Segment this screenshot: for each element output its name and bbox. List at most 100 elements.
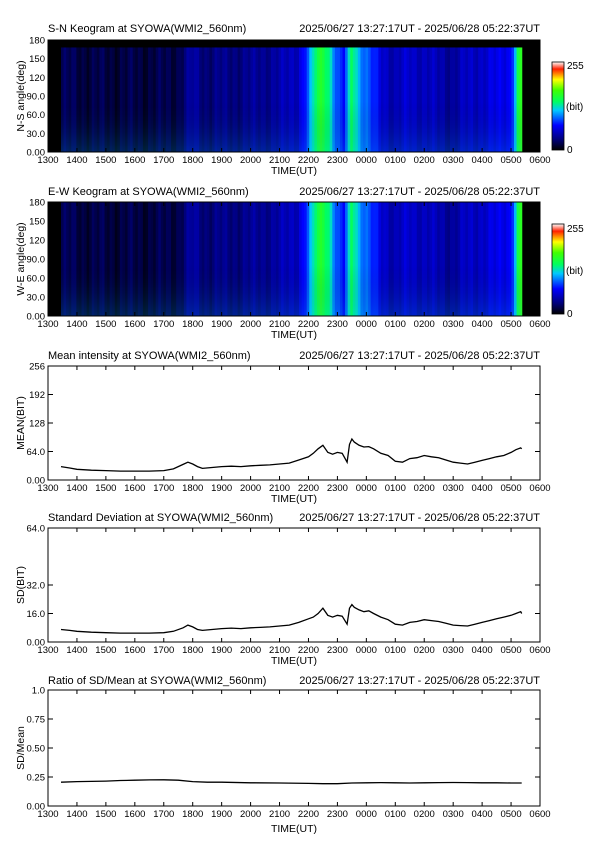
ratio-x-tick-label: 2200 — [298, 809, 319, 820]
sd-x-tick-label: 0000 — [356, 645, 377, 656]
sd-y-ticks: 0.00 16.0 32.0 64.0 — [27, 524, 540, 649]
sn-keogram-x-tick-label: 0500 — [500, 155, 521, 166]
ratio-x-tick-label: 1400 — [66, 809, 87, 820]
sn-keogram-shading — [61, 40, 522, 152]
mean-series-line — [60, 437, 523, 472]
mean-x-tick-label: 2300 — [327, 483, 348, 494]
ew-keogram-x-tick-label: 1800 — [182, 319, 203, 330]
sn-keogram-y-tick-label: 60.0 — [27, 110, 46, 121]
sd-panel: Standard Deviation at SYOWA(WMI2_560nm) … — [15, 512, 551, 667]
ew-keogram-x-tick-label: 0500 — [500, 319, 521, 330]
ratio-y-tick-label: 0.25 — [27, 773, 46, 784]
sn-keogram-x-tick-label: 1400 — [66, 155, 87, 166]
sn-keogram-ylabel: N-S angle(deg) — [15, 60, 27, 131]
ew-keogram-x-tick-label: 1500 — [95, 319, 116, 330]
sn-keogram-x-tick-label: 1300 — [37, 155, 58, 166]
mean-x-tick-label: 1300 — [37, 483, 58, 494]
ratio-x-tick-label: 1800 — [182, 809, 203, 820]
sn-keogram-x-tick-label: 1800 — [182, 155, 203, 166]
sd-x-tick-label: 2100 — [269, 645, 290, 656]
ratio-x-tick-label: 1700 — [153, 809, 174, 820]
ew-keogram-x-tick-label: 1600 — [124, 319, 145, 330]
sn-keogram-y-tick-label: 150 — [29, 54, 45, 65]
ratio-y-tick-label: 0.75 — [27, 715, 46, 726]
sn-keogram-x-tick-label: 2200 — [298, 155, 319, 166]
ew-keogram-y-tick-label: 180 — [29, 198, 45, 209]
sd-x-tick-label: 1900 — [211, 645, 232, 656]
mean-x-tick-label: 2200 — [298, 483, 319, 494]
mean-ylabel: MEAN(BIT) — [15, 396, 27, 450]
sn-keogram-x-tick-label: 2100 — [269, 155, 290, 166]
ew-keogram-time-range: 2025/06/27 13:27:17UT - 2025/06/28 05:22… — [299, 186, 540, 198]
mean-x-tick-label: 1400 — [66, 483, 87, 494]
mean-x-tick-label: 2100 — [269, 483, 290, 494]
sn-keogram-x-tick-label: 0100 — [385, 155, 406, 166]
ratio-y-tick-label: 1.0 — [32, 686, 45, 697]
ew-keogram-panel: E-W Keogram at SYOWA(WMI2_560nm) 2025/06… — [15, 186, 584, 341]
sn-colorbar-scale — [551, 61, 565, 151]
mean-x-tick-label: 0300 — [443, 483, 464, 494]
mean-frame — [47, 365, 541, 481]
ratio-frame — [47, 689, 541, 807]
sd-x-tick-label: 1500 — [95, 645, 116, 656]
ew-keogram-x-tick-label: 1300 — [37, 319, 58, 330]
sd-series-line — [60, 603, 523, 634]
sd-x-tick-label: 1600 — [124, 645, 145, 656]
ew-keogram-x-ticks: 1300 1400 1500 1600 1700 1800 1900 2000 2100 2200… — [37, 202, 551, 330]
ew-keogram-xlabel: TIME(UT) — [271, 329, 317, 341]
ew-colorbar-scale — [551, 223, 565, 315]
sn-keogram-y-tick-label: 90.0 — [27, 92, 46, 103]
ew-keogram-x-tick-label: 0400 — [472, 319, 493, 330]
sn-keogram-y-tick-label: 120 — [29, 73, 45, 84]
sd-xlabel: TIME(UT) — [271, 655, 317, 667]
mean-x-tick-label: 1800 — [182, 483, 203, 494]
ew-keogram-y-ticks: 0.00 30.0 60.0 90.0 120 150 180 — [27, 198, 540, 323]
ew-keogram-x-tick-label: 0100 — [385, 319, 406, 330]
sd-x-tick-label: 2300 — [327, 645, 348, 656]
ew-keogram-x-tick-label: 1400 — [66, 319, 87, 330]
mean-x-tick-label: 0500 — [500, 483, 521, 494]
ew-keogram-x-tick-label: 2300 — [327, 319, 348, 330]
ratio-y-tick-label: 0.50 — [27, 744, 46, 755]
sn-keogram-x-tick-label: 1600 — [124, 155, 145, 166]
sd-frame — [47, 527, 541, 643]
sn-keogram-x-tick-label: 0000 — [356, 155, 377, 166]
ratio-x-tick-label: 0300 — [443, 809, 464, 820]
ew-keogram-y-tick-label: 0.00 — [27, 312, 46, 323]
sd-x-tick-label: 0600 — [529, 645, 550, 656]
sn-keogram-x-tick-label: 2300 — [327, 155, 348, 166]
sn-keogram-x-tick-label: 1900 — [211, 155, 232, 166]
sn-keogram-x-tick-label: 1700 — [153, 155, 174, 166]
ew-keogram-x-tick-label: 0600 — [529, 319, 550, 330]
ratio-x-tick-label: 1300 — [37, 809, 58, 820]
sn-keogram-x-tick-label: 0200 — [414, 155, 435, 166]
ratio-x-tick-label: 0100 — [385, 809, 406, 820]
sd-title: Standard Deviation at SYOWA(WMI2_560nm) — [48, 512, 273, 524]
sn-colorbar: 255 (bit) 0 — [551, 61, 584, 156]
ew-keogram-y-tick-label: 30.0 — [27, 293, 46, 304]
ratio-y-tick-label: 0.00 — [27, 802, 46, 813]
sn-keogram-y-ticks: 0.00 30.0 60.0 90.0 120 150 180 — [27, 36, 540, 159]
ratio-title: Ratio of SD/Mean at SYOWA(WMI2_560nm) — [48, 675, 266, 687]
ew-keogram-y-tick-label: 120 — [29, 236, 45, 247]
ratio-x-tick-label: 1500 — [95, 809, 116, 820]
mean-y-tick-label: 256 — [29, 362, 45, 373]
ew-keogram-x-tick-label: 0000 — [356, 319, 377, 330]
sn-keogram-image — [48, 40, 540, 152]
mean-x-tick-label: 0200 — [414, 483, 435, 494]
ew-keogram-x-tick-label: 2200 — [298, 319, 319, 330]
ew-keogram-y-tick-label: 90.0 — [27, 255, 46, 266]
mean-title: Mean intensity at SYOWA(WMI2_560nm) — [48, 350, 251, 362]
ew-keogram-x-tick-label: 2000 — [240, 319, 261, 330]
mean-x-tick-label: 0400 — [472, 483, 493, 494]
sn-keogram-y-tick-label: 180 — [29, 36, 45, 47]
sd-y-tick-label: 64.0 — [27, 524, 46, 535]
ew-colorbar: 255 (bit) 0 — [551, 223, 584, 320]
sd-x-tick-label: 1700 — [153, 645, 174, 656]
ratio-x-tick-label: 0600 — [529, 809, 550, 820]
ew-keogram-x-tick-label: 2100 — [269, 319, 290, 330]
mean-y-tick-label: 192 — [29, 390, 45, 401]
mean-x-tick-label: 0000 — [356, 483, 377, 494]
mean-y-tick-label: 128 — [29, 419, 45, 430]
ew-colorbar-min: 0 — [567, 309, 573, 320]
